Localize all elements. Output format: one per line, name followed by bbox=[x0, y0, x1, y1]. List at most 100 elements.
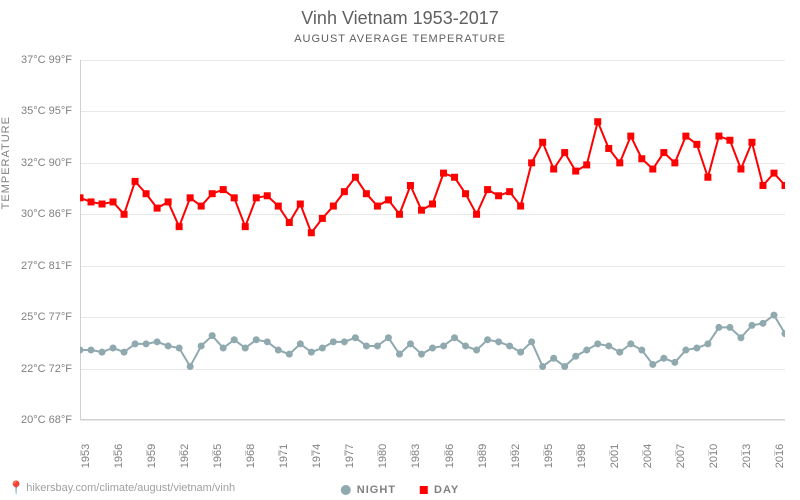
x-tick: 1980 bbox=[377, 444, 389, 468]
series-marker bbox=[495, 338, 502, 345]
series-line bbox=[80, 315, 785, 366]
series-marker bbox=[121, 211, 128, 218]
series-marker bbox=[396, 351, 403, 358]
series-marker bbox=[473, 211, 480, 218]
tick-mark bbox=[311, 450, 312, 456]
series-marker bbox=[594, 340, 601, 347]
tick-mark bbox=[675, 450, 676, 456]
series-marker bbox=[286, 219, 293, 226]
series-marker bbox=[462, 190, 469, 197]
series-marker bbox=[275, 203, 282, 210]
series-marker bbox=[231, 336, 238, 343]
legend-marker-day bbox=[420, 486, 428, 494]
series-marker bbox=[528, 159, 535, 166]
series-marker bbox=[550, 166, 557, 173]
series-marker bbox=[572, 353, 579, 360]
x-tick: 1983 bbox=[410, 444, 422, 468]
chart-subtitle: AUGUST AVERAGE TEMPERATURE bbox=[0, 33, 800, 45]
x-tick: 1989 bbox=[477, 444, 489, 468]
series-marker bbox=[88, 198, 95, 205]
series-marker bbox=[154, 338, 161, 345]
y-tick: 20°C 68°F bbox=[21, 414, 72, 426]
series-marker bbox=[484, 336, 491, 343]
series-marker bbox=[517, 349, 524, 356]
series-marker bbox=[209, 190, 216, 197]
series-marker bbox=[231, 194, 238, 201]
series-marker bbox=[726, 137, 733, 144]
series-marker bbox=[319, 345, 326, 352]
series-marker bbox=[132, 178, 139, 185]
y-tick: 27°C 81°F bbox=[21, 260, 72, 272]
series-marker bbox=[759, 182, 766, 189]
series-marker bbox=[671, 159, 678, 166]
series-marker bbox=[363, 190, 370, 197]
series-marker bbox=[308, 229, 315, 236]
series-marker bbox=[638, 155, 645, 162]
series-marker bbox=[605, 145, 612, 152]
tick-mark bbox=[113, 450, 114, 456]
tick-mark bbox=[245, 450, 246, 456]
tick-mark bbox=[510, 450, 511, 456]
legend-label-day: DAY bbox=[434, 484, 459, 496]
series-marker bbox=[286, 351, 293, 358]
series-marker bbox=[165, 342, 172, 349]
series-marker bbox=[561, 363, 568, 370]
series-marker bbox=[88, 347, 95, 354]
series-marker bbox=[726, 324, 733, 331]
x-tick: 1962 bbox=[179, 444, 191, 468]
x-tick: 2010 bbox=[708, 444, 720, 468]
series-marker bbox=[693, 345, 700, 352]
tick-mark bbox=[278, 450, 279, 456]
series-marker bbox=[319, 215, 326, 222]
series-marker bbox=[782, 330, 786, 337]
series-marker bbox=[407, 182, 414, 189]
tick-mark bbox=[377, 450, 378, 456]
series-marker bbox=[528, 338, 535, 345]
x-tick: 2013 bbox=[741, 444, 753, 468]
series-marker bbox=[638, 347, 645, 354]
series-marker bbox=[132, 340, 139, 347]
series-marker bbox=[517, 203, 524, 210]
chart-title: Vinh Vietnam 1953-2017 bbox=[0, 0, 800, 29]
x-tick: 2016 bbox=[774, 444, 786, 468]
series-marker bbox=[187, 363, 194, 370]
series-marker bbox=[297, 201, 304, 208]
series-marker bbox=[583, 161, 590, 168]
tick-mark bbox=[642, 450, 643, 456]
series-marker bbox=[209, 332, 216, 339]
series-marker bbox=[143, 190, 150, 197]
series-marker bbox=[220, 186, 227, 193]
series-marker bbox=[594, 118, 601, 125]
series-marker bbox=[264, 338, 271, 345]
x-tick: 1959 bbox=[146, 444, 158, 468]
tick-mark bbox=[212, 450, 213, 456]
series-marker bbox=[782, 182, 786, 189]
series-marker bbox=[462, 342, 469, 349]
plot-area bbox=[80, 60, 785, 420]
y-tick: 35°C 95°F bbox=[21, 105, 72, 117]
series-marker bbox=[737, 166, 744, 173]
series-marker bbox=[605, 342, 612, 349]
series-marker bbox=[99, 201, 106, 208]
series-marker bbox=[99, 349, 106, 356]
series-marker bbox=[649, 361, 656, 368]
series-marker bbox=[506, 342, 513, 349]
series-marker bbox=[440, 342, 447, 349]
tick-mark bbox=[741, 450, 742, 456]
series-marker bbox=[187, 194, 194, 201]
tick-mark bbox=[410, 450, 411, 456]
x-tick: 1956 bbox=[113, 444, 125, 468]
legend-marker-night bbox=[341, 485, 351, 495]
series-marker bbox=[616, 159, 623, 166]
series-marker bbox=[110, 345, 117, 352]
series-marker bbox=[418, 207, 425, 214]
series-marker bbox=[440, 170, 447, 177]
series-marker bbox=[539, 363, 546, 370]
series-marker bbox=[451, 334, 458, 341]
tick-mark bbox=[477, 450, 478, 456]
y-tick: 22°C 72°F bbox=[21, 363, 72, 375]
series-marker bbox=[253, 194, 260, 201]
series-marker bbox=[80, 194, 84, 201]
x-tick: 1992 bbox=[510, 444, 522, 468]
tick-mark bbox=[576, 450, 577, 456]
